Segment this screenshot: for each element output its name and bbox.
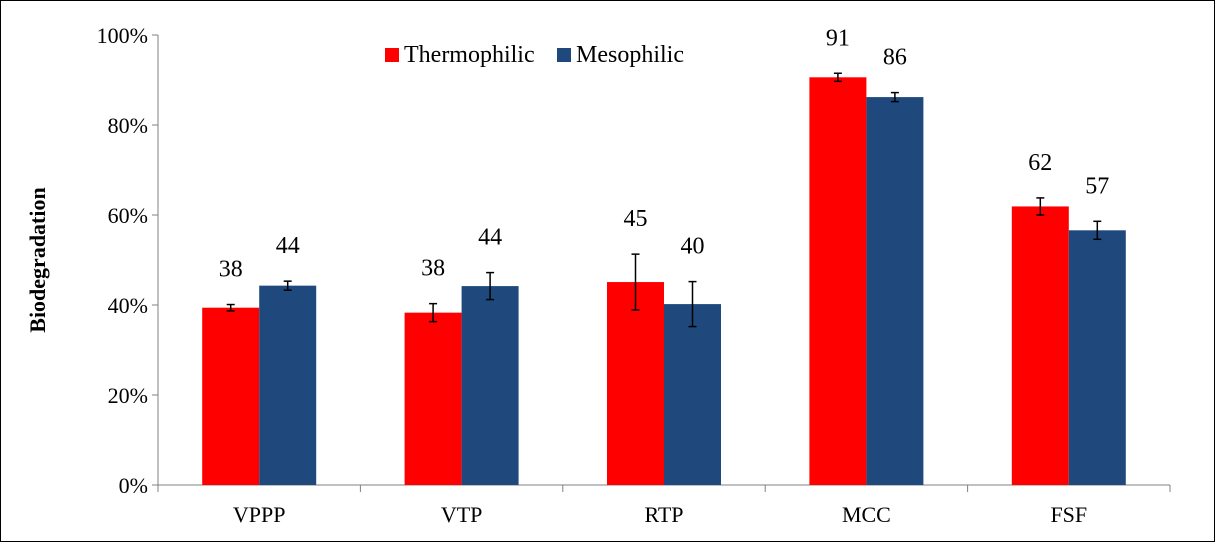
- data-label: 44: [478, 225, 502, 251]
- y-tick-label: 20%: [108, 383, 148, 408]
- bar-mesophilic-vppp: [259, 285, 317, 485]
- plot-area: 0% 20% 40% 60% 80% 100% 38 44 VPPP 38 44 VTP 45 40 RTP…: [97, 23, 1171, 527]
- bar-thermophilic-rtp: [607, 282, 664, 485]
- data-label: 45: [624, 206, 648, 232]
- data-label: 40: [681, 234, 705, 260]
- legend-swatch-thermophilic: [385, 48, 399, 62]
- bar-thermophilic-vtp: [404, 312, 462, 485]
- data-label: 86: [883, 45, 907, 71]
- legend-swatch-mesophilic: [557, 48, 571, 62]
- bar-thermophilic-mcc: [809, 77, 867, 486]
- data-label: 62: [1028, 150, 1052, 176]
- bar-thermophilic-vppp: [202, 307, 260, 485]
- data-label: 44: [276, 233, 300, 259]
- y-tick-label: 0%: [119, 473, 148, 498]
- y-axis-title: Biodegradation: [25, 187, 50, 332]
- x-tick-label-rtp: RTP: [644, 502, 683, 527]
- legend-label-mesophilic: Mesophilic: [576, 42, 684, 68]
- data-label: 91: [826, 25, 850, 51]
- x-tick-label-mcc: MCC: [842, 502, 891, 527]
- legend-label-thermophilic: Thermophilic: [404, 42, 535, 68]
- bar-thermophilic-fsf: [1011, 206, 1069, 485]
- bar-mesophilic-mcc: [866, 97, 924, 485]
- data-label: 38: [421, 256, 445, 282]
- bar-mesophilic-vtp: [461, 286, 519, 485]
- x-tick-label-vtp: VTP: [441, 502, 483, 527]
- y-tick-label: 100%: [97, 23, 148, 48]
- y-tick-label: 40%: [108, 293, 148, 318]
- data-label: 38: [219, 257, 243, 283]
- bar-mesophilic-fsf: [1068, 230, 1126, 485]
- y-tick-label: 80%: [108, 113, 148, 138]
- bar-mesophilic-rtp: [664, 304, 721, 485]
- x-tick-label-vppp: VPPP: [233, 502, 286, 527]
- x-tick-label-fsf: FSF: [1050, 502, 1087, 527]
- data-label: 57: [1085, 173, 1109, 199]
- y-tick-label: 60%: [108, 203, 148, 228]
